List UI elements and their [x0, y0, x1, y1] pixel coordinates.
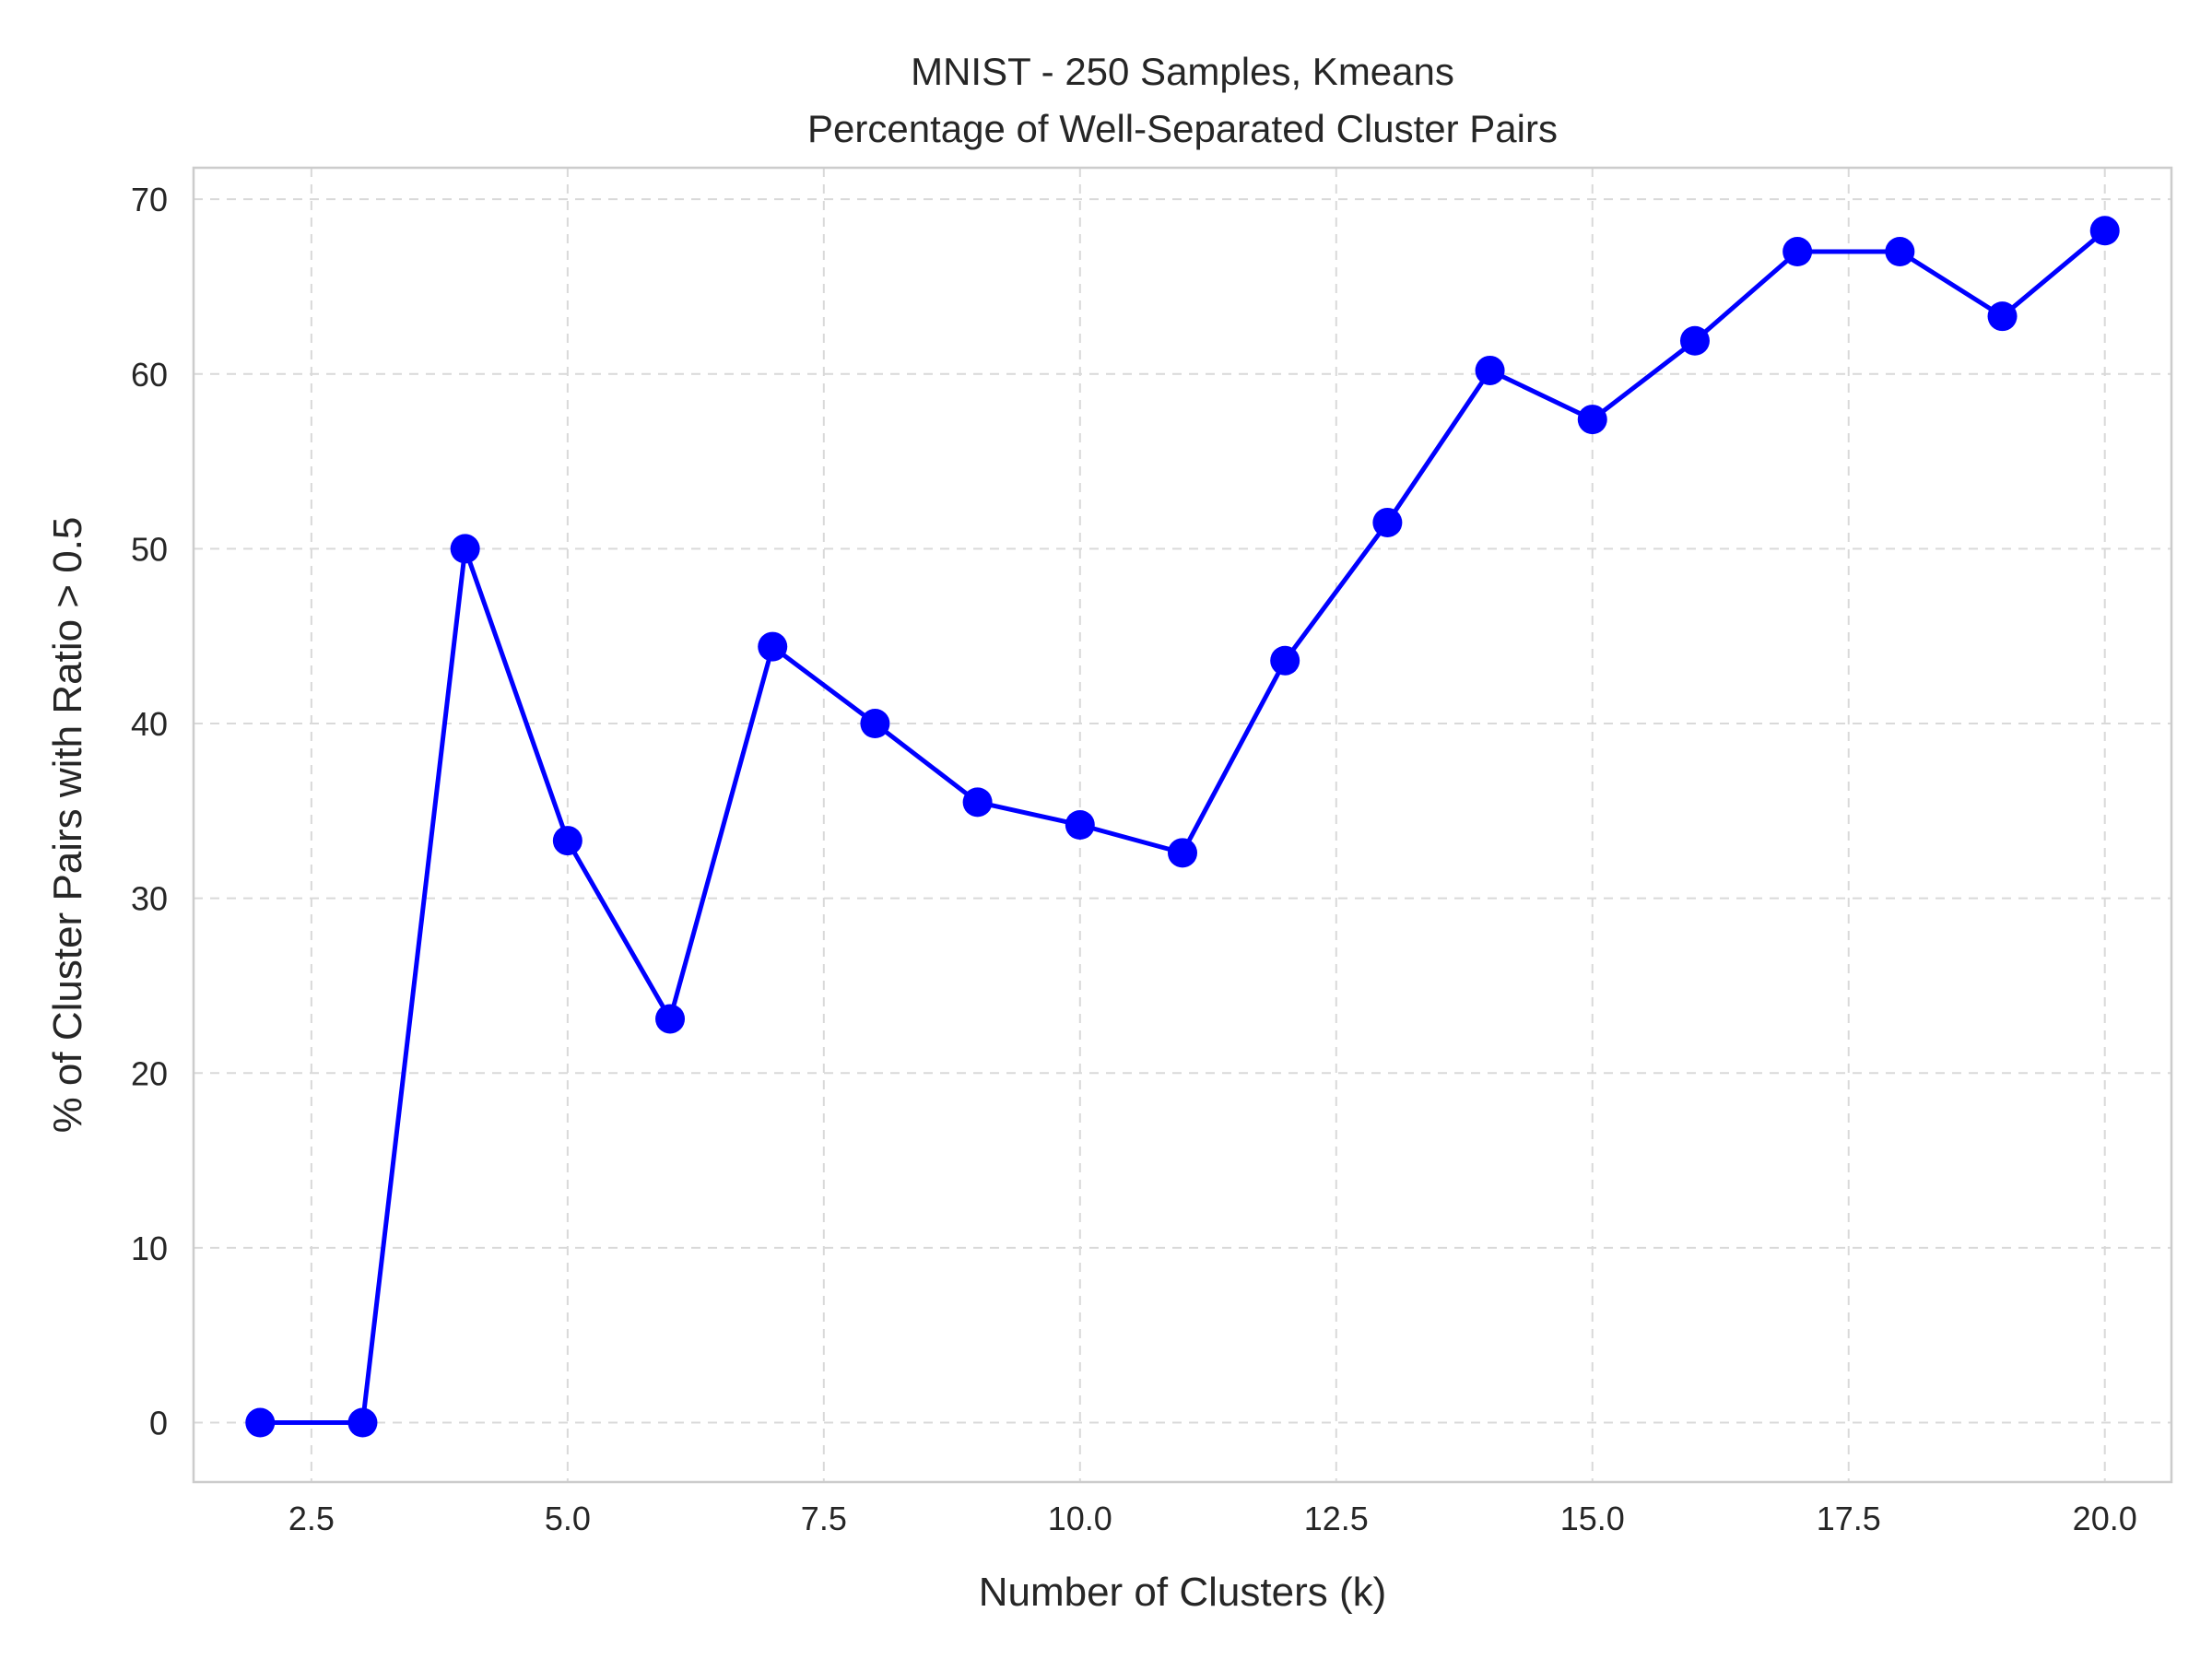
y-tick-label: 0 — [149, 1405, 168, 1442]
y-axis-label: % of Cluster Pairs with Ratio > 0.5 — [45, 517, 90, 1134]
data-point — [1168, 838, 1197, 868]
data-point — [1577, 405, 1607, 435]
grid — [194, 168, 2171, 1482]
data-point — [1885, 237, 1915, 267]
series-line — [260, 229, 2107, 1425]
y-tick-label: 20 — [131, 1054, 168, 1092]
data-point — [758, 631, 788, 662]
y-tick-label: 70 — [131, 181, 168, 218]
data-point — [347, 1407, 378, 1438]
data-point — [552, 826, 582, 856]
data-point — [1783, 237, 1813, 267]
data-point — [1987, 301, 2018, 332]
x-tick-label: 17.5 — [1817, 1500, 1881, 1537]
data-point — [860, 709, 890, 739]
x-tick-label: 2.5 — [288, 1500, 335, 1537]
x-axis-label: Number of Clusters (k) — [979, 1570, 1387, 1615]
y-tick-label: 40 — [131, 705, 168, 743]
y-tick-label: 60 — [131, 356, 168, 394]
x-tick-label: 20.0 — [2073, 1500, 2137, 1537]
plot-frame — [192, 166, 2173, 1484]
series — [245, 216, 2120, 1438]
data-point — [450, 534, 480, 564]
data-point — [1270, 645, 1300, 676]
data-point — [1475, 355, 1505, 385]
data-point — [245, 1407, 276, 1438]
chart-title-line-2: Percentage of Well-Separated Cluster Pai… — [807, 107, 1558, 150]
y-tick-label: 30 — [131, 880, 168, 918]
x-tick-label: 5.0 — [545, 1500, 591, 1537]
data-point — [2089, 216, 2120, 246]
data-point — [1065, 810, 1095, 840]
x-tick-label: 12.5 — [1304, 1500, 1369, 1537]
x-tick-label: 10.0 — [1048, 1500, 1112, 1537]
y-tick-label: 10 — [131, 1230, 168, 1267]
x-tick-label: 15.0 — [1560, 1500, 1625, 1537]
data-point — [655, 1004, 686, 1034]
y-axis-ticks: 0 10 20 30 40 50 60 70 — [131, 181, 168, 1441]
x-axis-ticks: 2.5 5.0 7.5 10.0 12.5 15.0 17.5 20.0 — [288, 1500, 2137, 1537]
y-tick-label: 50 — [131, 530, 168, 568]
chart-title-line-1: MNIST - 250 Samples, Kmeans — [911, 50, 1454, 93]
x-tick-label: 7.5 — [801, 1500, 847, 1537]
data-point — [1679, 325, 1710, 356]
data-point — [962, 787, 993, 818]
data-point — [1372, 507, 1403, 537]
